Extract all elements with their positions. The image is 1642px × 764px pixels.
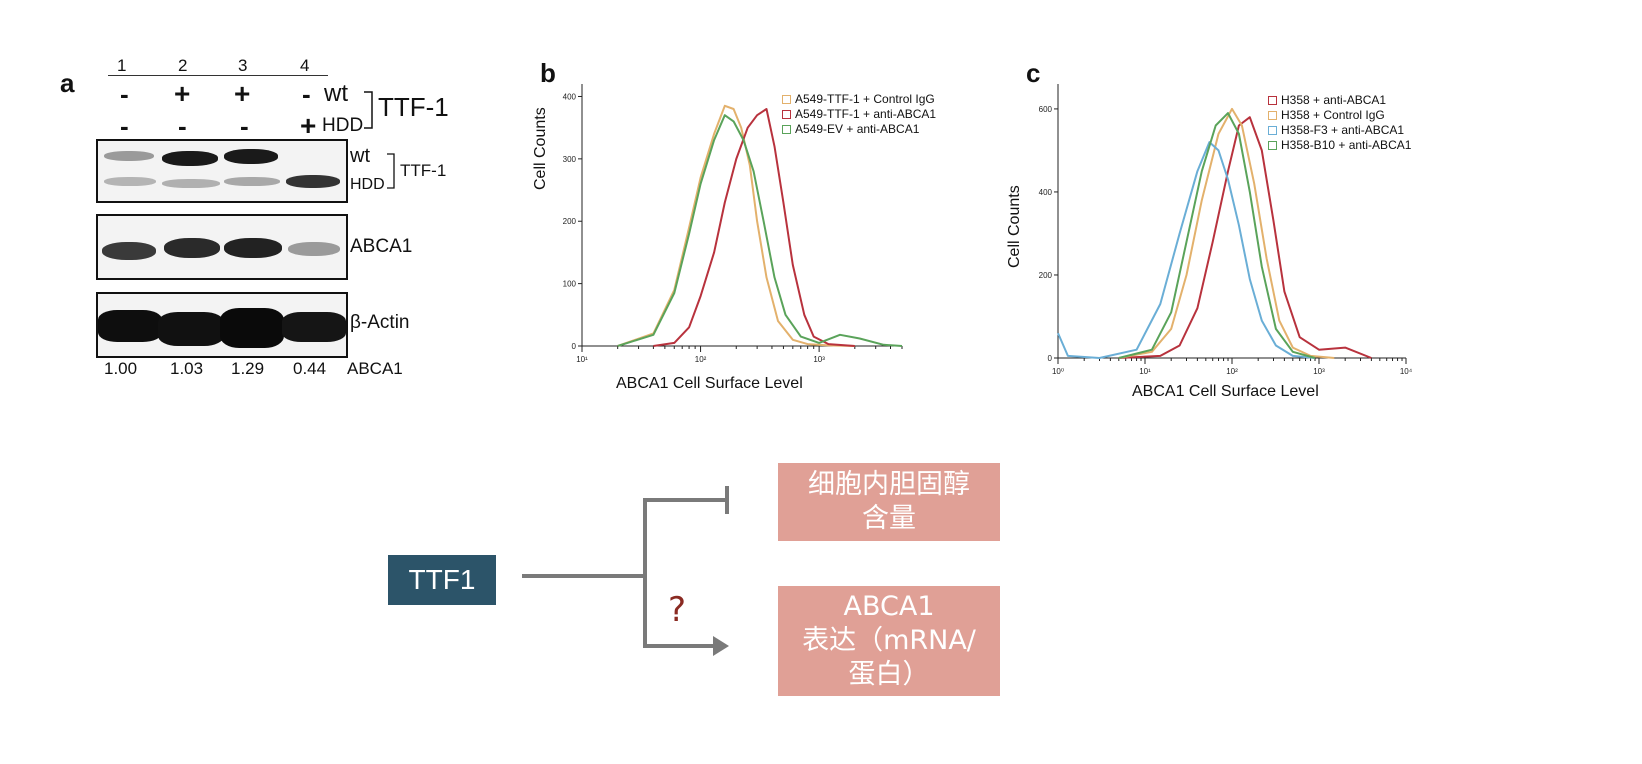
series-line bbox=[1118, 107, 1335, 359]
histogram-c: 0 200 400 600 10⁰ 10¹ 10² 10³ 10⁴ bbox=[1039, 84, 1413, 376]
legend-c: H358 + anti-ABCA1 H358 + Control IgG H35… bbox=[1268, 93, 1411, 153]
x-tick-label: 10³ bbox=[1313, 367, 1325, 376]
y-tick-label: 0 bbox=[1048, 354, 1053, 363]
legend-swatch bbox=[1268, 141, 1277, 150]
ttf1-blot bbox=[96, 139, 348, 203]
hdd-sign: - bbox=[240, 111, 249, 141]
x-tick-label: 10² bbox=[1226, 367, 1238, 376]
hdd-sign: - bbox=[178, 111, 187, 141]
hdd-sign: - bbox=[120, 111, 129, 141]
x-tick-label: 10⁰ bbox=[1052, 367, 1064, 376]
y-tick-label: 600 bbox=[1039, 105, 1053, 114]
blot-hdd-label: HDD bbox=[350, 176, 385, 193]
lane-number: 4 bbox=[300, 56, 310, 75]
quant-value: 1.00 bbox=[104, 359, 138, 378]
actin-blot bbox=[96, 292, 348, 358]
blot-abca1-label: ABCA1 bbox=[350, 236, 413, 257]
legend-item: H358-F3 + anti-ABCA1 bbox=[1268, 123, 1411, 138]
wt-sign: - bbox=[120, 79, 129, 109]
quant-value: 1.29 bbox=[231, 359, 265, 378]
y-tick-label: 400 bbox=[1039, 188, 1053, 197]
series-line bbox=[1057, 141, 1316, 359]
x-tick-label: 10¹ bbox=[576, 355, 588, 364]
node-text: 表达（mRNA/ bbox=[802, 625, 976, 656]
quant-value: 1.03 bbox=[170, 359, 204, 378]
node-text: 含量 bbox=[862, 503, 916, 534]
y-tick-label: 400 bbox=[563, 92, 577, 101]
quant-value: 0.44 bbox=[293, 359, 327, 378]
y-tick-label: 200 bbox=[563, 217, 577, 226]
x-tick-label: 10⁴ bbox=[1400, 367, 1413, 376]
panel-c-letter: c bbox=[1026, 58, 1041, 88]
y-axis-label-b: Cell Counts bbox=[532, 107, 549, 190]
blot-bracket bbox=[387, 153, 395, 189]
node-text: ABCA1 bbox=[843, 591, 935, 622]
blot-actin-label: β-Actin bbox=[350, 312, 410, 333]
legend-swatch bbox=[782, 110, 791, 119]
wt-sign: - bbox=[302, 79, 311, 109]
legend-item: H358 + anti-ABCA1 bbox=[1268, 93, 1411, 108]
histogram-b: 0 100 200 300 400 10¹ 10² 10³ bbox=[563, 84, 903, 364]
legend-item: A549-TTF-1 + Control IgG bbox=[782, 92, 936, 107]
ttf1-bracket bbox=[364, 91, 373, 129]
hdd-row-label: HDD bbox=[322, 115, 364, 136]
x-axis-label-b: ABCA1 Cell Surface Level bbox=[616, 375, 803, 392]
y-tick-label: 100 bbox=[563, 280, 577, 289]
abca1-blot bbox=[96, 214, 348, 280]
pathway-arrows bbox=[522, 486, 729, 656]
panel-a-letter: a bbox=[60, 68, 75, 98]
series-line bbox=[1118, 112, 1316, 359]
x-tick-label: 10² bbox=[695, 355, 707, 364]
x-axis-label-c: ABCA1 Cell Surface Level bbox=[1132, 383, 1319, 400]
ttf1-group-label: TTF-1 bbox=[378, 92, 449, 122]
wt-sign: + bbox=[174, 78, 191, 109]
x-tick-label: 10¹ bbox=[1139, 367, 1151, 376]
blot-ttf1-label: TTF-1 bbox=[400, 161, 447, 180]
legend-item: H358 + Control IgG bbox=[1268, 108, 1411, 123]
y-tick-label: 0 bbox=[572, 342, 577, 351]
legend-swatch bbox=[782, 95, 791, 104]
question-mark: ? bbox=[668, 590, 687, 630]
x-tick-label: 10³ bbox=[813, 355, 825, 364]
legend-swatch bbox=[1268, 96, 1277, 105]
y-tick-label: 200 bbox=[1039, 271, 1053, 280]
ttf1-node: TTF1 bbox=[388, 555, 496, 605]
legend-b: A549-TTF-1 + Control IgG A549-TTF-1 + an… bbox=[782, 92, 936, 137]
legend-item: A549-EV + anti-ABCA1 bbox=[782, 122, 936, 137]
legend-swatch bbox=[782, 125, 791, 134]
series-line bbox=[653, 108, 855, 347]
node-text: 蛋白） bbox=[848, 659, 930, 690]
y-tick-label: 300 bbox=[563, 155, 577, 164]
node-text: 细胞内胆固醇 bbox=[808, 469, 970, 500]
hdd-sign: + bbox=[300, 110, 317, 141]
wt-row-label: wt bbox=[324, 80, 348, 107]
lane-divider bbox=[108, 75, 328, 76]
legend-swatch bbox=[1268, 126, 1277, 135]
panel-b-letter: b bbox=[540, 58, 556, 88]
cholesterol-node: 细胞内胆固醇 含量 bbox=[778, 463, 1000, 541]
series-line bbox=[617, 114, 903, 347]
legend-item: H358-B10 + anti-ABCA1 bbox=[1268, 138, 1411, 153]
wt-sign: + bbox=[234, 78, 251, 109]
series-line bbox=[1118, 116, 1372, 359]
quant-label: ABCA1 bbox=[347, 359, 403, 378]
lane-number: 2 bbox=[178, 56, 188, 75]
lane-number: 3 bbox=[238, 56, 248, 75]
y-axis-label-c: Cell Counts bbox=[1006, 185, 1023, 268]
legend-swatch bbox=[1268, 111, 1277, 120]
series-line bbox=[617, 104, 855, 347]
blot-wt-label: wt bbox=[350, 145, 370, 167]
abca1-expression-node: ABCA1 表达（mRNA/ 蛋白） bbox=[778, 586, 1000, 696]
legend-item: A549-TTF-1 + anti-ABCA1 bbox=[782, 107, 936, 122]
lane-number: 1 bbox=[117, 56, 127, 75]
